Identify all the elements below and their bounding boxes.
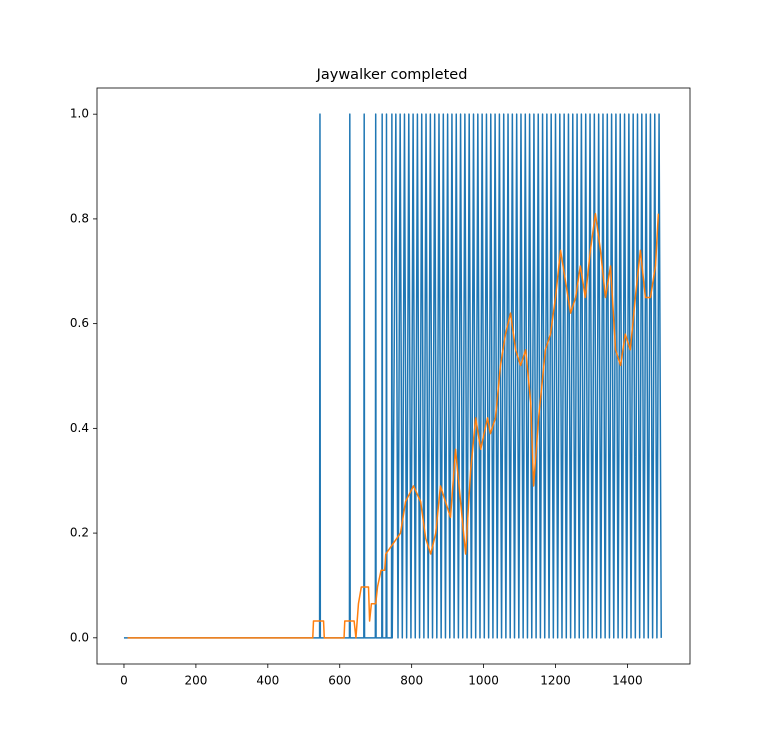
x-tick-label: 800 xyxy=(400,674,423,688)
y-tick-label: 0.6 xyxy=(70,316,89,330)
x-tick-label: 1200 xyxy=(540,674,571,688)
y-tick-label: 0.8 xyxy=(70,211,89,225)
x-tick-label: 600 xyxy=(328,674,351,688)
line xyxy=(123,113,662,639)
chart-title: Jaywalker completed xyxy=(316,67,468,83)
x-tick-label: 200 xyxy=(184,674,207,688)
x-tick-label: 400 xyxy=(256,674,279,688)
y-tick-label: 0.4 xyxy=(70,421,89,435)
y-tick-label: 0.0 xyxy=(70,630,89,644)
line xyxy=(127,212,660,639)
x-tick-label: 1400 xyxy=(612,674,643,688)
x-tick-label: 0 xyxy=(120,674,128,688)
axes-frame xyxy=(96,87,691,665)
y-tick-label: 1.0 xyxy=(70,107,89,121)
y-tick-label: 0.2 xyxy=(70,526,89,540)
x-tick-label: 1000 xyxy=(468,674,499,688)
